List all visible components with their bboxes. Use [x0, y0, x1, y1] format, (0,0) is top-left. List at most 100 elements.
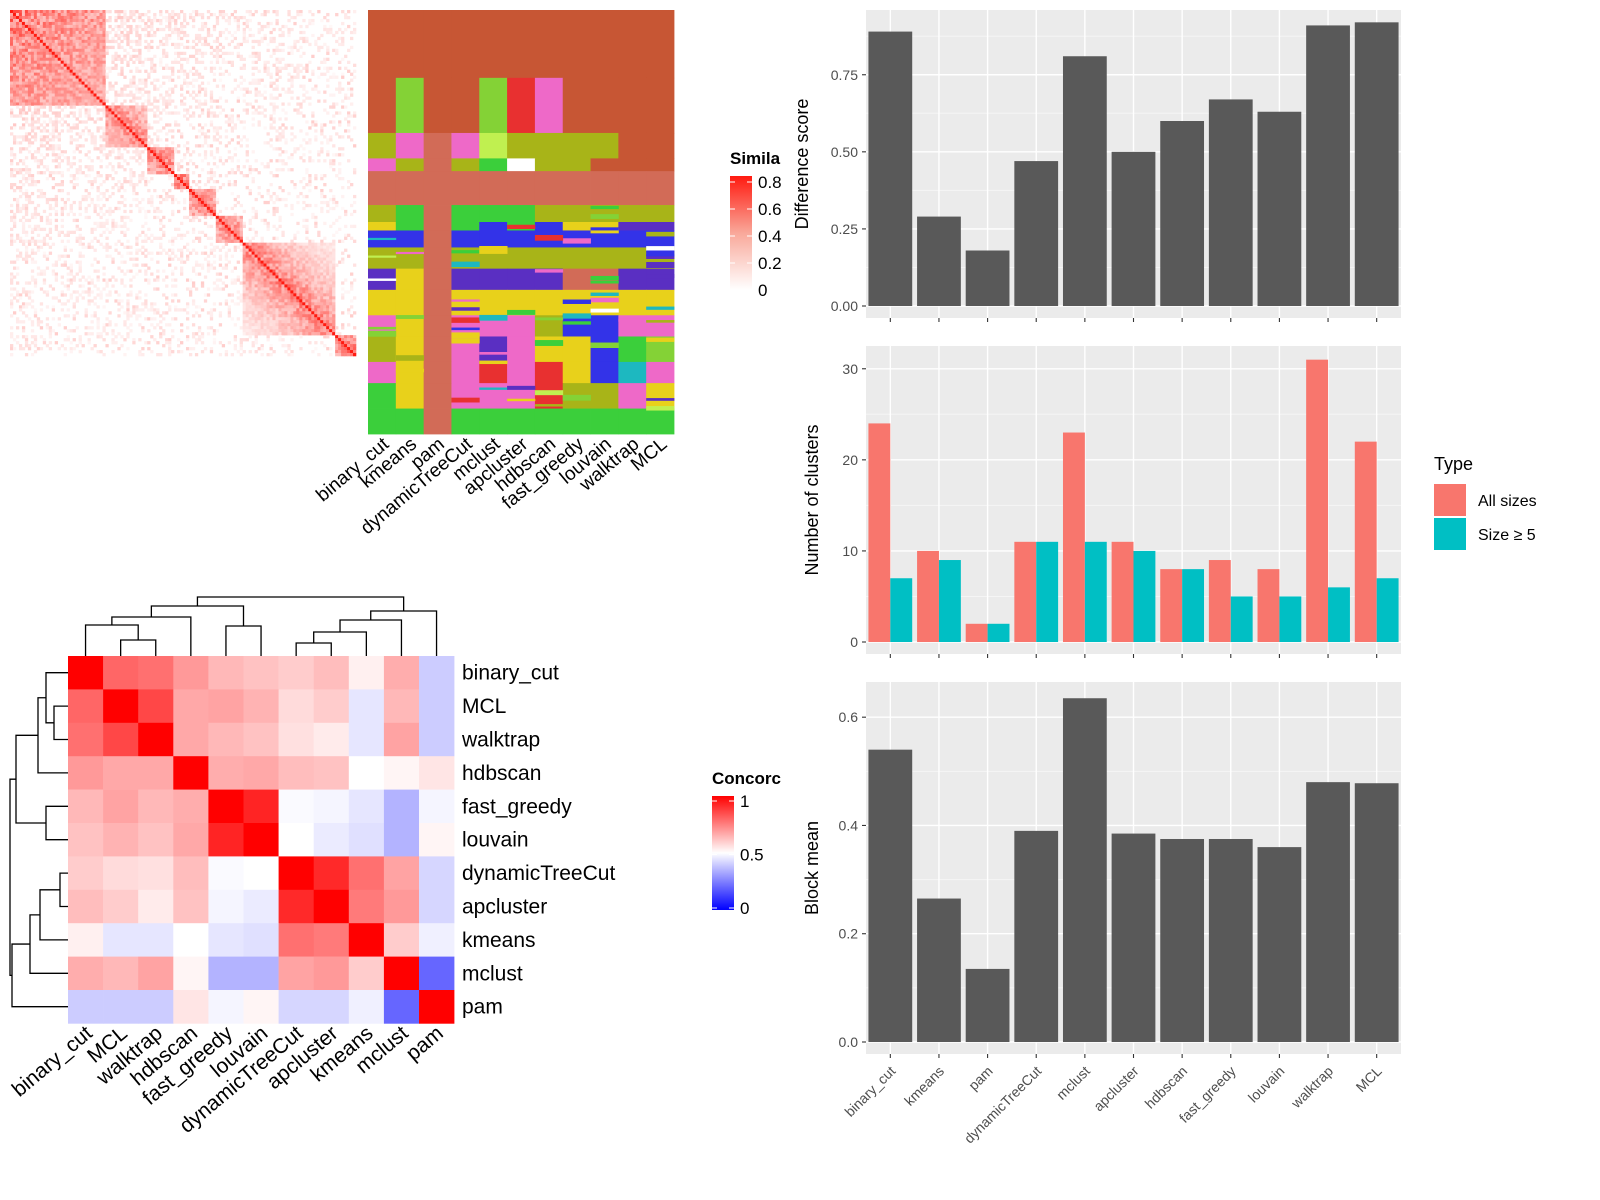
- similarity-cell: [36, 78, 41, 82]
- similarity-cell: [93, 99, 97, 103]
- similarity-cell: [209, 200, 214, 205]
- similarity-cell: [18, 168, 23, 172]
- similarity-cell: [105, 96, 109, 100]
- similarity-cell: [218, 209, 223, 214]
- similarity-cell: [48, 117, 53, 121]
- similarity-cell: [117, 33, 121, 38]
- similarity-cell: [141, 177, 145, 181]
- similarity-cell: [245, 266, 249, 270]
- similarity-cell: [269, 281, 273, 285]
- similarity-cell: [308, 293, 312, 297]
- similarity-cell: [81, 144, 85, 148]
- similarity-cell: [75, 218, 79, 223]
- similarity-cell: [308, 278, 312, 282]
- similarity-cell: [209, 188, 214, 193]
- similarity-cell: [87, 51, 91, 56]
- similarity-cell: [24, 191, 29, 196]
- similarity-cell: [99, 12, 103, 17]
- similarity-cell: [30, 180, 35, 184]
- similarity-cell: [263, 272, 267, 276]
- similarity-cell: [51, 12, 56, 17]
- similarity-cell: [350, 203, 354, 208]
- similarity-cell: [30, 135, 35, 139]
- similarity-cell: [230, 269, 234, 273]
- similarity-cell: [150, 60, 154, 64]
- similarity-cell: [147, 188, 151, 193]
- similarity-cell: [197, 75, 202, 79]
- similarity-cell: [87, 150, 91, 154]
- similarity-cell: [81, 120, 85, 124]
- similarity-cell: [251, 209, 255, 214]
- similarity-cell: [296, 248, 300, 252]
- similarity-cell: [81, 45, 85, 50]
- similarity-cell: [287, 299, 291, 303]
- similarity-cell: [12, 45, 17, 50]
- similarity-cell: [287, 257, 291, 261]
- similarity-cell: [108, 132, 112, 136]
- similarity-cell: [302, 242, 306, 246]
- similarity-cell: [272, 36, 276, 41]
- similarity-cell: [284, 63, 288, 67]
- similarity-cell: [45, 66, 50, 70]
- similarity-cell: [60, 66, 64, 70]
- similarity-cell: [341, 296, 345, 300]
- similarity-cell: [93, 302, 97, 306]
- similarity-cell: [200, 194, 205, 199]
- similarity-cell: [90, 197, 94, 202]
- similarity-cell: [293, 260, 297, 264]
- similarity-cell: [126, 123, 130, 127]
- similarity-cell: [230, 221, 234, 226]
- similarity-cell: [129, 180, 133, 184]
- similarity-cell: [93, 15, 97, 20]
- similarity-cell: [93, 48, 97, 53]
- similarity-cell: [194, 12, 199, 17]
- similarity-cell: [272, 248, 276, 252]
- similarity-cell: [308, 159, 312, 163]
- similarity-cell: [54, 123, 59, 127]
- similarity-cell: [281, 33, 285, 38]
- similarity-cell: [269, 293, 273, 297]
- similarity-cell: [278, 254, 282, 258]
- similarity-cell: [212, 185, 217, 190]
- similarity-cell: [42, 99, 47, 103]
- similarity-cell: [335, 230, 339, 234]
- similarity-cell: [159, 39, 163, 44]
- similarity-cell: [272, 266, 276, 270]
- similarity-cell: [30, 15, 35, 20]
- similarity-cell: [36, 39, 41, 44]
- similarity-cell: [114, 99, 118, 103]
- similarity-cell: [27, 93, 32, 97]
- similarity-cell: [224, 230, 229, 234]
- similarity-cell: [12, 87, 17, 91]
- similarity-cell: [308, 281, 312, 285]
- similarity-cell: [60, 54, 64, 59]
- similarity-cell: [81, 66, 85, 70]
- similarity-cell: [45, 63, 50, 67]
- similarity-cell: [129, 168, 133, 172]
- similarity-cell: [278, 159, 282, 163]
- similarity-cell: [90, 39, 94, 44]
- similarity-cell: [117, 129, 121, 133]
- similarity-cell: [308, 242, 312, 246]
- similarity-cell: [275, 48, 279, 53]
- similarity-cell: [126, 105, 130, 109]
- similarity-cell: [96, 194, 100, 199]
- similarity-cell: [326, 263, 330, 267]
- similarity-cell: [12, 48, 17, 53]
- similarity-cell: [281, 281, 285, 285]
- similarity-cell: [347, 69, 351, 73]
- similarity-cell: [30, 111, 35, 115]
- similarity-cell: [230, 126, 234, 130]
- similarity-cell: [221, 87, 226, 91]
- similarity-cell: [51, 129, 56, 133]
- similarity-cell: [230, 129, 234, 133]
- similarity-cell: [245, 39, 249, 44]
- similarity-cell: [12, 10, 17, 14]
- similarity-cell: [33, 66, 38, 70]
- similarity-cell: [191, 302, 196, 306]
- similarity-cell: [90, 21, 94, 26]
- similarity-cell: [308, 138, 312, 142]
- similarity-cell: [90, 117, 94, 121]
- similarity-cell: [66, 72, 70, 76]
